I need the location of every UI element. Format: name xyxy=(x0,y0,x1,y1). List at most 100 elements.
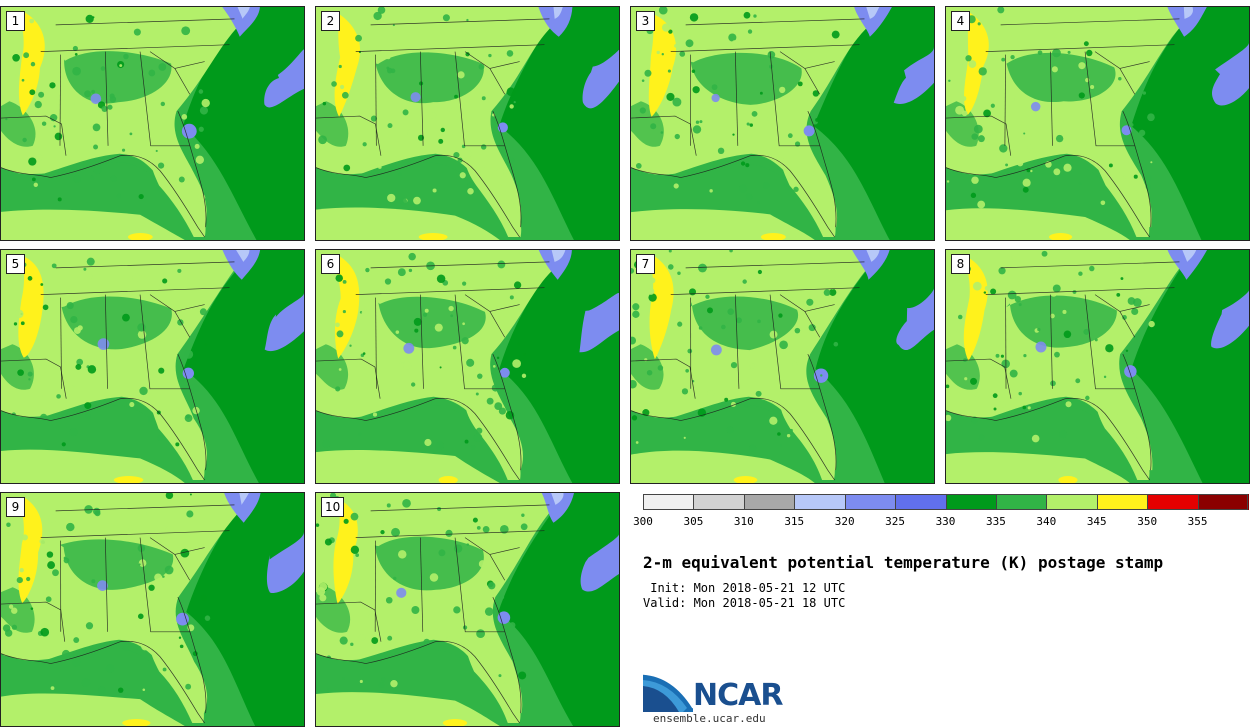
field-speckle xyxy=(787,133,793,139)
field-speckle xyxy=(40,627,50,637)
field-speckle xyxy=(30,607,34,610)
field-speckle xyxy=(983,109,991,118)
field-speckle xyxy=(1039,7,1044,12)
field-speckle xyxy=(393,576,397,581)
boundary-line xyxy=(670,287,860,295)
field-speckle xyxy=(87,273,93,279)
interior-patch xyxy=(946,101,979,147)
florida-peninsula xyxy=(1093,398,1150,481)
boundary-line xyxy=(631,397,835,481)
field-speckle xyxy=(488,53,492,58)
theta-e-map xyxy=(946,7,1249,240)
field-speckle xyxy=(338,64,342,69)
field-speckle xyxy=(170,297,178,305)
field-speckle xyxy=(779,340,788,350)
warm-streak xyxy=(963,255,988,361)
field-speckle xyxy=(197,193,206,202)
field-speckle xyxy=(650,123,657,130)
field-speckle xyxy=(438,549,446,557)
field-speckle xyxy=(481,307,484,311)
field-speckle xyxy=(132,392,139,399)
boundary-line xyxy=(419,51,424,146)
boundary-line xyxy=(489,61,520,69)
field-speckle xyxy=(440,497,448,504)
boundary-line xyxy=(316,601,382,642)
member-number: 8 xyxy=(951,254,970,274)
field-speckle xyxy=(824,389,829,394)
boundary-line xyxy=(769,294,820,390)
field-speckle xyxy=(28,157,37,166)
cold-patch xyxy=(237,7,250,19)
boundary-line xyxy=(59,54,61,146)
field-speckle xyxy=(1010,97,1015,103)
field-speckle xyxy=(2,648,10,656)
field-speckle xyxy=(432,188,437,193)
gulf-south-region xyxy=(1,449,185,483)
field-speckle xyxy=(66,522,75,532)
field-speckle xyxy=(690,324,694,328)
field-speckle xyxy=(974,392,980,398)
field-speckle xyxy=(316,523,320,527)
field-speckle xyxy=(456,503,464,511)
field-speckle xyxy=(635,441,639,444)
field-speckle xyxy=(181,26,191,36)
field-speckle xyxy=(386,66,390,70)
field-speckle xyxy=(466,18,469,22)
field-speckle xyxy=(358,263,367,271)
field-speckle xyxy=(56,394,61,399)
field-speckle xyxy=(440,127,446,133)
field-speckle xyxy=(110,175,117,182)
field-speckle xyxy=(990,103,995,108)
cold-spot xyxy=(90,93,102,105)
field-speckle xyxy=(55,554,62,561)
field-speckle xyxy=(21,78,25,82)
field-speckle xyxy=(413,196,421,205)
boundary-line xyxy=(316,154,520,238)
theta-e-map xyxy=(1,7,304,240)
field-speckle xyxy=(484,607,494,616)
field-speckle xyxy=(498,407,507,415)
field-speckle xyxy=(1120,282,1124,286)
field-speckle xyxy=(1136,201,1143,208)
colorbar-tick-label: 340 xyxy=(1036,515,1057,528)
boundary-line xyxy=(177,110,207,228)
boundary-line xyxy=(60,297,62,389)
boundary-line xyxy=(946,358,1012,399)
interior-patch xyxy=(375,52,484,104)
field-speckle xyxy=(953,165,959,171)
member-number: 10 xyxy=(321,497,345,517)
field-speckle xyxy=(797,81,803,87)
field-speckle xyxy=(472,517,478,523)
field-speckle xyxy=(399,361,402,364)
field-speckle xyxy=(132,273,141,282)
member-number: 1 xyxy=(6,11,25,31)
field-speckle xyxy=(344,493,352,501)
interior-patch xyxy=(1,101,36,147)
field-speckle xyxy=(127,534,133,540)
cold-spot xyxy=(403,342,415,354)
boundary-line xyxy=(419,294,424,389)
florida-peninsula xyxy=(148,398,205,481)
field-speckle xyxy=(1063,163,1072,172)
field-speckle xyxy=(767,117,771,121)
field-speckle xyxy=(486,397,494,405)
field-speckle xyxy=(970,416,979,424)
field-speckle xyxy=(964,377,968,381)
field-speckle xyxy=(33,182,38,188)
field-speckle xyxy=(833,341,839,347)
field-speckle xyxy=(746,122,750,126)
boundary-line xyxy=(370,18,550,26)
boundary-line xyxy=(1119,61,1150,69)
field-speckle xyxy=(453,606,461,614)
field-speckle xyxy=(461,337,469,345)
boundary-line xyxy=(316,640,520,724)
warm-streak xyxy=(333,498,358,604)
field-speckle xyxy=(990,288,997,295)
field-speckle xyxy=(777,432,781,436)
field-speckle xyxy=(8,604,14,609)
field-speckle xyxy=(457,71,465,79)
field-speckle xyxy=(721,324,726,330)
boundary-line xyxy=(40,44,230,52)
gulf-south-region xyxy=(946,208,1130,240)
theta-e-map xyxy=(1,493,304,726)
